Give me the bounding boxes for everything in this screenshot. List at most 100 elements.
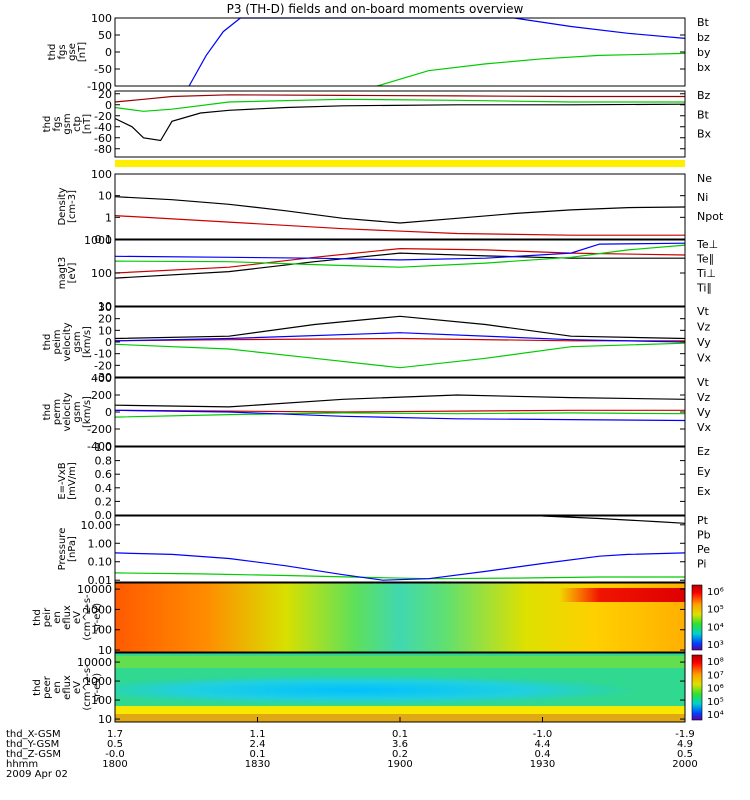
xaxis-value-1-3: 1830 — [245, 759, 270, 770]
ytick-label-fgs-gse-2: 0 — [105, 46, 112, 59]
ylabel-pressure-0: Pressure — [57, 528, 68, 571]
legend-pressure-0: Pt — [697, 514, 709, 527]
ytick-label-temperature-0: 1000 — [84, 234, 112, 247]
peim-velocity-series-vx — [114, 332, 686, 343]
peir-en-eflux-frame — [114, 582, 686, 653]
efield-frame — [114, 446, 686, 516]
ytick-label-fgs-gsm-ctp-4: -60 — [94, 132, 112, 145]
density-frame — [114, 173, 686, 240]
ylabel-peer-en-eflux-4: eV — [72, 681, 83, 694]
ytick-label-efield-3: 0.4 — [95, 482, 113, 495]
legend-temperature-1: Te∥ — [696, 253, 714, 266]
ylabel-fgs-gsm-ctp-4: [nT] — [82, 114, 93, 134]
ylabel-efield-1: [mV/m] — [67, 462, 78, 500]
xaxis-value-3-1: 4.4 — [535, 739, 551, 750]
ylabel-fgs-gse-1: fgs — [57, 44, 68, 59]
ylabel-temperature-1: [eV] — [67, 263, 78, 284]
colorbar-peer-en-eflux — [691, 654, 703, 721]
ylabel-peer-en-eflux-1: peer — [42, 675, 53, 699]
ytick-label-efield-1: 0.8 — [95, 455, 113, 468]
ytick-label-fgs-gse-3: -50 — [94, 63, 112, 76]
legend-perm-velocity-1: Vz — [697, 391, 711, 404]
ylabel-peim-velocity-2: velocity — [62, 322, 73, 361]
xaxis-value-1-1: 2.4 — [250, 739, 266, 750]
xaxis-value-4-2: 0.5 — [677, 749, 693, 760]
xaxis-row-label-3: hhmm — [6, 759, 38, 770]
pressure-series-pe — [114, 572, 685, 580]
ytick-label-density-1: 10 — [98, 190, 112, 203]
fgs-gsm-ctp-series-bz — [114, 94, 685, 103]
temperature-series-te⊥ — [114, 247, 686, 274]
fgs-gsm-ctp-frame — [114, 90, 686, 158]
ytick-label-peim-velocity-5: -20 — [94, 359, 112, 372]
xaxis-value-3-0: -1.0 — [533, 729, 553, 740]
ylabel-peer-en-eflux-2: en — [52, 681, 63, 694]
xaxis-value-0-0: 1.7 — [107, 729, 123, 740]
ytick-label-peer-en-eflux-0: 10000 — [77, 656, 112, 669]
ytick-label-perm-velocity-3: -200 — [87, 423, 112, 436]
density-series-ne — [114, 215, 685, 236]
xaxis-value-0-1: 0.5 — [107, 739, 123, 750]
ytick-label-temperature-2: 10 — [98, 300, 112, 313]
legend-fgs-gse-2: by — [697, 46, 711, 59]
ytick-label-pressure-0: 10.00 — [81, 519, 113, 532]
ytick-label-fgs-gsm-ctp-3: -40 — [94, 121, 112, 134]
ytick-label-temperature-1: 100 — [91, 267, 112, 280]
peim-velocity-series-vy — [114, 342, 686, 369]
ylabel-fgs-gsm-ctp-3: ctp — [72, 116, 83, 132]
ylabel-peer-en-eflux-3: eflux — [62, 675, 73, 700]
ylabel-peir-en-eflux-6: sr-eV) — [92, 603, 103, 632]
xaxis-row-label-4: 2009 Apr 02 — [6, 769, 68, 780]
legend-peim-velocity-0: Vt — [697, 305, 710, 318]
xaxis-value-3-3: 1930 — [530, 759, 555, 770]
ytick-label-fgs-gse-0: 100 — [91, 12, 112, 25]
ylabel-peir-en-eflux-5: (cm^2-s- — [82, 594, 93, 641]
legend-peim-velocity-2: Vy — [697, 336, 711, 349]
legend-fgs-gsm-ctp-1: Bt — [697, 108, 710, 121]
legend-density-1: Ni — [697, 191, 708, 204]
xaxis-value-3-2: 0.4 — [535, 749, 551, 760]
ytick-label-fgs-gsm-ctp-1: 0 — [105, 99, 112, 112]
ylabel-fgs-gse-2: gse — [67, 43, 78, 61]
colorbar-label-peir-en-eflux-2: 10⁴ — [707, 622, 724, 633]
xaxis-value-4-1: 4.9 — [677, 739, 693, 750]
colorbar-label-peer-en-eflux-0: 10⁸ — [707, 657, 724, 668]
xaxis-row-label-1: thd_Y-GSM — [6, 739, 59, 750]
ytick-label-pressure-3: 0.01 — [88, 574, 113, 587]
ytick-label-perm-velocity-0: 400 — [91, 372, 112, 385]
ytick-label-perm-velocity-4: -400 — [87, 440, 112, 453]
ytick-label-perm-velocity-2: 0 — [105, 406, 112, 419]
legend-density-2: Npot — [697, 210, 724, 223]
ylabel-peir-en-eflux-0: thd — [32, 609, 43, 626]
colorbar-label-peer-en-eflux-4: 10⁴ — [707, 710, 724, 721]
legend-pressure-1: Pb — [697, 529, 711, 542]
ytick-label-peim-velocity-3: 0 — [105, 336, 112, 349]
ylabel-fgs-gsm-ctp-1: fgs — [52, 116, 63, 131]
temperature-series-ti∥ — [114, 244, 686, 268]
xaxis-value-0-3: 1800 — [102, 759, 127, 770]
fgs-gse-series-by — [377, 52, 686, 87]
ylabel-fgs-gse-0: thd — [47, 44, 58, 61]
perm-velocity-series-vx — [114, 409, 686, 422]
colorbar-label-peir-en-eflux-3: 10³ — [707, 640, 724, 651]
legend-temperature-2: Ti⊥ — [696, 267, 716, 280]
ytick-label-fgs-gsm-ctp-2: -20 — [94, 110, 112, 123]
xaxis-value-2-2: 0.2 — [392, 749, 408, 760]
ylabel-pressure-1: [nPa] — [67, 536, 78, 562]
ytick-label-peer-en-eflux-2: 100 — [91, 694, 112, 707]
ytick-label-pressure-1: 1.00 — [88, 537, 113, 550]
ytick-label-density-2: 1 — [105, 211, 112, 224]
xaxis-value-4-3: 2000 — [672, 759, 697, 770]
fgs-gsm-ctp-series-bt — [114, 103, 686, 142]
ylabel-perm-velocity-4: [km/s] — [82, 396, 93, 428]
ytick-label-peim-velocity-2: 10 — [98, 324, 112, 337]
xaxis-value-1-0: 1.1 — [250, 729, 266, 740]
legend-efield-0: Ez — [697, 445, 710, 458]
ytick-label-peer-en-eflux-3: 10 — [98, 713, 112, 726]
ytick-label-efield-5: 0.0 — [95, 509, 113, 522]
ytick-label-peim-velocity-4: -10 — [94, 348, 112, 361]
legend-density-0: Ne — [697, 172, 712, 185]
ylabel-fgs-gsm-ctp-2: gsm — [62, 113, 73, 134]
ylabel-peim-velocity-3: gsm — [72, 331, 83, 352]
xaxis-value-2-1: 3.6 — [392, 739, 408, 750]
